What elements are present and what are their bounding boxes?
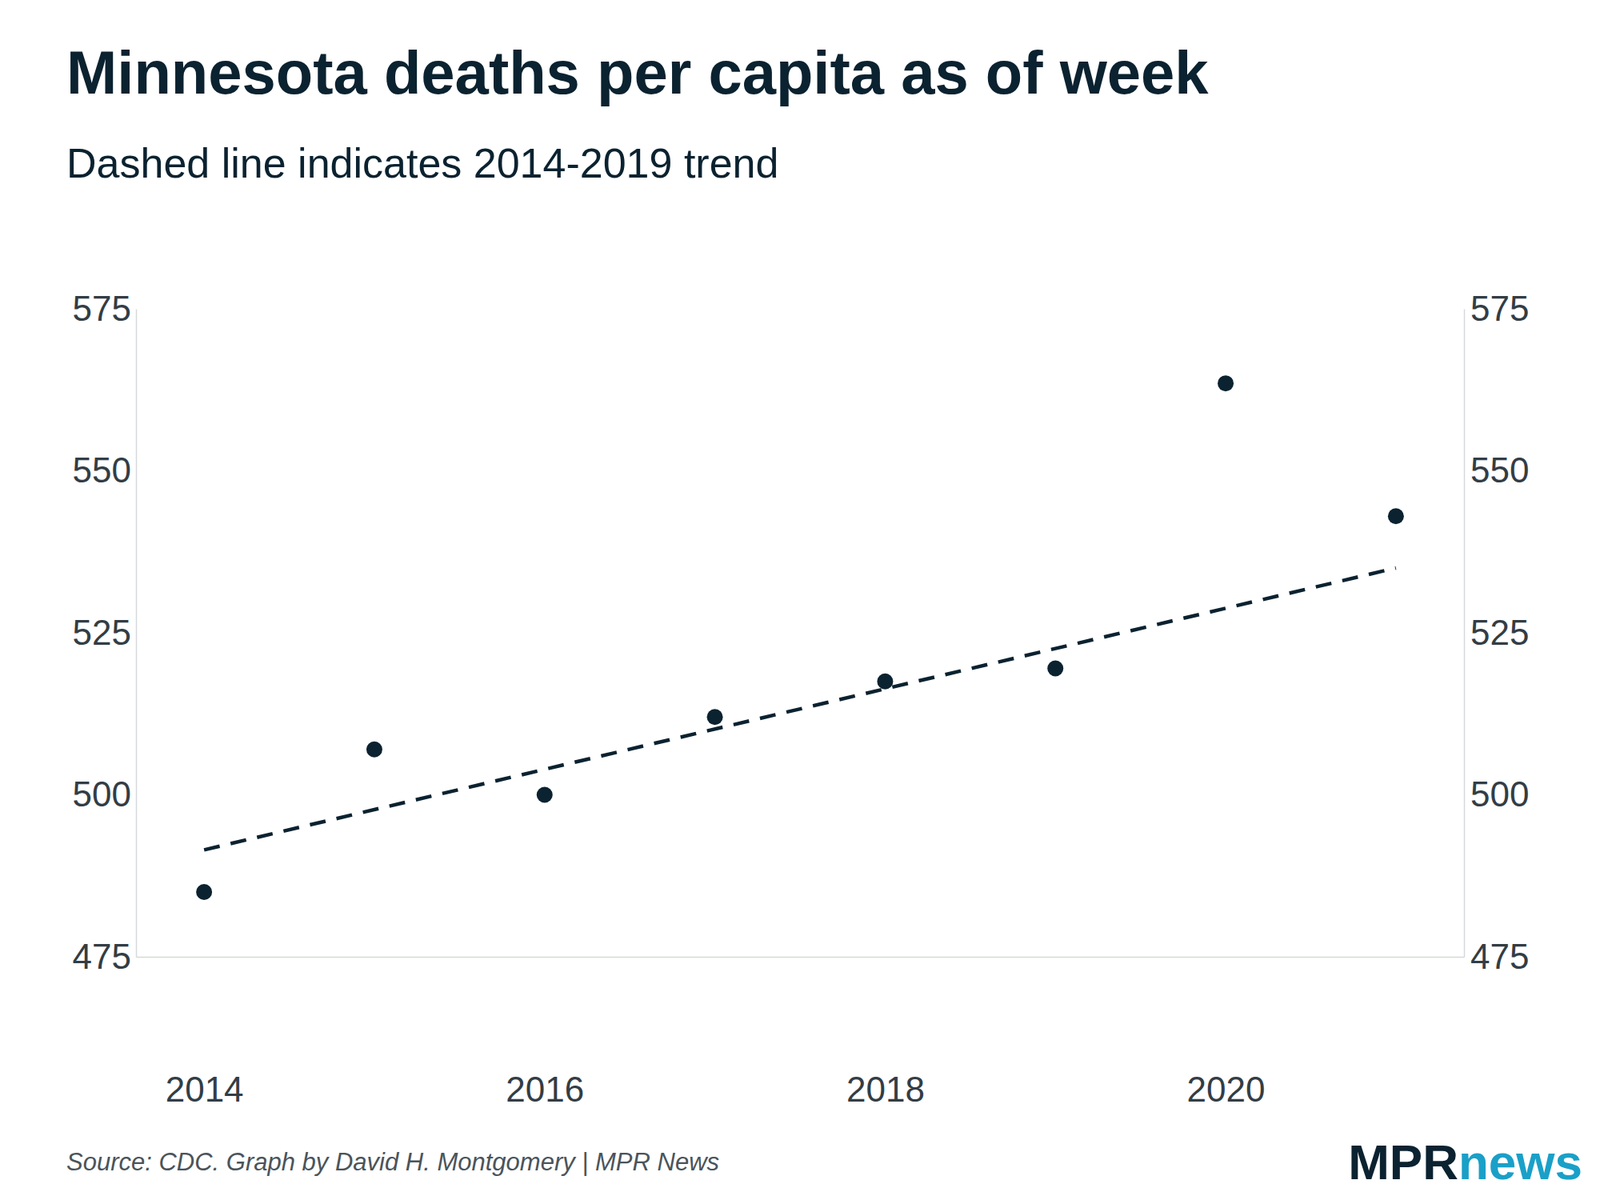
point	[1217, 375, 1234, 392]
tick: 575	[72, 288, 136, 328]
plot-area	[196, 375, 1404, 900]
tick: 475	[72, 936, 136, 976]
chart: Minnesota deaths per capita as of week Da…	[0, 0, 1600, 1200]
tick-label: 500	[72, 774, 132, 814]
source: Source: CDC. Graph by David H. Montgomer…	[66, 1148, 720, 1176]
tick: 2018	[846, 956, 925, 1109]
tick-label: 2014	[165, 1069, 244, 1109]
tick-label: 575	[72, 288, 132, 328]
tick: 550	[1464, 450, 1529, 490]
tick-label: 2020	[1187, 1069, 1266, 1109]
tick: 525	[1464, 612, 1529, 652]
tick: 475	[1464, 936, 1529, 976]
tick: 575	[1464, 288, 1529, 328]
y-axis-right: 475 500 525 550 575	[1464, 288, 1529, 976]
axis-line	[136, 956, 1465, 959]
tick: 525	[72, 612, 136, 652]
axis-line	[136, 309, 138, 958]
tick: 500	[72, 774, 136, 814]
tick-label: 475	[72, 936, 132, 976]
subtitle: Dashed line indicates 2014-2019 trend	[66, 140, 779, 187]
logo: MPRnews	[1348, 1134, 1583, 1190]
trend-line	[204, 568, 1396, 850]
tick: 500	[1464, 774, 1529, 814]
point	[1388, 508, 1404, 524]
tick-label: 525	[72, 612, 132, 652]
logo-part: MPR	[1348, 1134, 1459, 1190]
logo-part: news	[1458, 1134, 1583, 1190]
point	[707, 708, 724, 725]
point	[536, 787, 553, 804]
x-axis: 2014 2016 2018 2020	[136, 956, 1465, 1109]
axis-line	[1464, 309, 1466, 958]
tick-label: 550	[72, 450, 132, 490]
point	[196, 884, 212, 900]
point	[1047, 660, 1064, 677]
tick: 550	[72, 450, 136, 490]
tick-label: 475	[1470, 936, 1529, 976]
tick: 2014	[165, 956, 244, 1109]
tick-label: 500	[1470, 774, 1529, 814]
tick: 2016	[505, 956, 584, 1109]
y-axis-left: 475 500 525 550 575	[72, 288, 137, 976]
tick-label: 525	[1470, 612, 1529, 652]
tick-label: 2018	[846, 1069, 925, 1109]
title: Minnesota deaths per capita as of week	[66, 38, 1209, 107]
point	[876, 673, 893, 690]
point	[366, 741, 383, 758]
tick: 2020	[1187, 956, 1266, 1109]
tick-label: 550	[1470, 450, 1529, 490]
tick-label: 2016	[505, 1069, 584, 1109]
tick-label: 575	[1470, 288, 1529, 328]
